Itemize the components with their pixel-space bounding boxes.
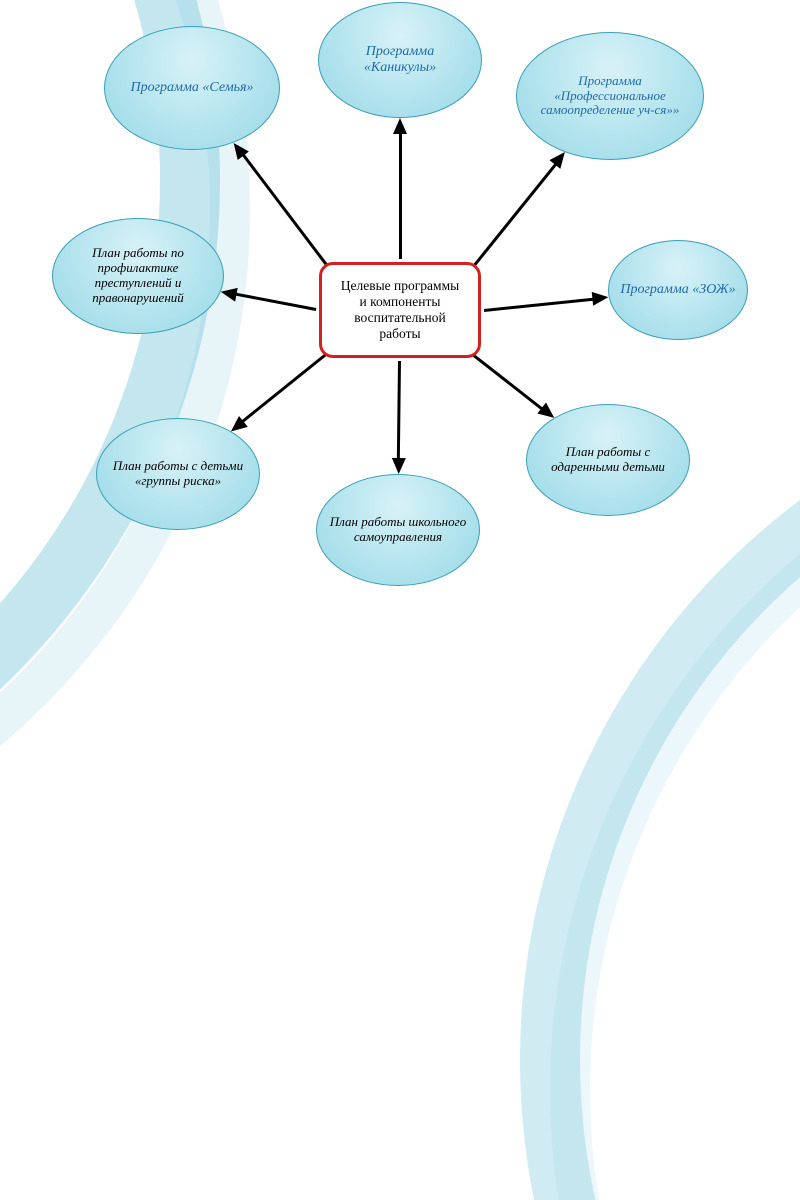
node-label-gifted: План работы с одаренными детьми (537, 445, 679, 475)
arrow-to-selfgov (399, 361, 400, 474)
arrow-head-icon (592, 290, 609, 306)
arrow-head-icon (392, 458, 406, 474)
arrow-to-risk (231, 355, 326, 431)
arrow-to-gifted (474, 355, 554, 418)
center-box: Целевые программы и компоненты воспитате… (319, 262, 481, 358)
node-holidays: Программа «Каникулы» (318, 2, 482, 118)
arrow-head-icon (393, 118, 407, 134)
node-label-risk: План работы с детьми «группы риска» (107, 459, 249, 489)
center-label: Целевые программы и компоненты воспитате… (336, 278, 464, 343)
arrow-shaft (234, 293, 316, 312)
arrow-shaft (473, 354, 544, 411)
node-zozh: Программа «ЗОЖ» (608, 240, 748, 340)
node-profession: Программа «Профессиональное самоопределе… (516, 32, 704, 160)
arrow-shaft (399, 132, 402, 259)
node-label-profession: Программа «Профессиональное самоопределе… (527, 74, 693, 119)
node-label-prevention: План работы по профилактике преступлений… (63, 246, 213, 306)
node-gifted: План работы с одаренными детьми (526, 404, 690, 516)
arrow-to-family (233, 143, 326, 265)
arrow-shaft (484, 297, 595, 311)
arrow-to-profession (474, 152, 565, 265)
node-label-zozh: Программа «ЗОЖ» (620, 282, 735, 298)
arrow-to-zozh (484, 297, 609, 310)
node-family: Программа «Семья» (104, 26, 280, 150)
arrow-to-prevention (221, 292, 316, 310)
node-risk: План работы с детьми «группы риска» (96, 418, 260, 530)
arrow-shaft (241, 153, 328, 266)
arrow-shaft (473, 162, 557, 266)
node-label-selfgov: План работы школьного самоуправления (327, 515, 469, 545)
arrow-shaft (397, 361, 401, 460)
arrow-shaft (241, 354, 327, 424)
node-label-holidays: Программа «Каникулы» (329, 44, 471, 76)
node-prevention: План работы по профилактике преступлений… (52, 218, 224, 334)
node-selfgov: План работы школьного самоуправления (316, 474, 480, 586)
node-label-family: Программа «Семья» (130, 80, 253, 96)
